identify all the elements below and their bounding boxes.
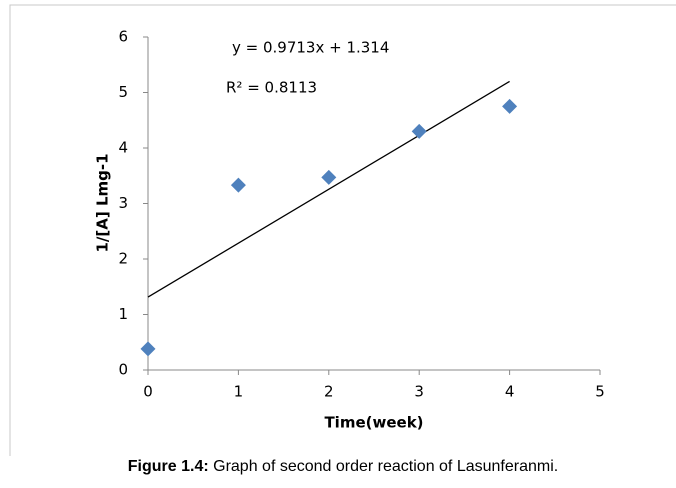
y-tick-label: 6 — [118, 28, 128, 46]
point — [502, 98, 518, 114]
y-tick-label: 1 — [118, 305, 128, 323]
frame — [9, 4, 676, 456]
point — [321, 169, 337, 185]
y-axis-title: 1/[A] Lmg-1 — [94, 153, 112, 252]
caption-text: Graph of second order reaction of Lasunf… — [213, 458, 558, 475]
r-squared: R² = 0.8113 — [226, 79, 317, 97]
x-tick-label: 3 — [414, 383, 424, 401]
caption: Figure 1.4: Graph of second order reacti… — [128, 458, 558, 475]
x-tick-label: 2 — [324, 383, 334, 401]
y-tick-label: 2 — [118, 250, 128, 268]
point — [230, 177, 246, 193]
x-tick-label: 0 — [143, 383, 153, 401]
y-tick-label: 4 — [118, 139, 128, 157]
y-tick-label: 0 — [118, 361, 128, 379]
x-tick-label: 4 — [505, 383, 515, 401]
x-tick-label: 5 — [595, 383, 605, 401]
point — [411, 123, 427, 139]
caption-label: Figure 1.4: — [128, 458, 209, 475]
y-tick-label: 5 — [118, 83, 128, 101]
y-tick-label: 3 — [118, 194, 128, 212]
x-tick-label: 1 — [234, 383, 244, 401]
trendline — [147, 80, 510, 298]
point — [140, 341, 156, 357]
x-axis-title: Time(week) — [324, 414, 423, 432]
trendline-equation: y = 0.9713x + 1.314 — [232, 39, 389, 57]
